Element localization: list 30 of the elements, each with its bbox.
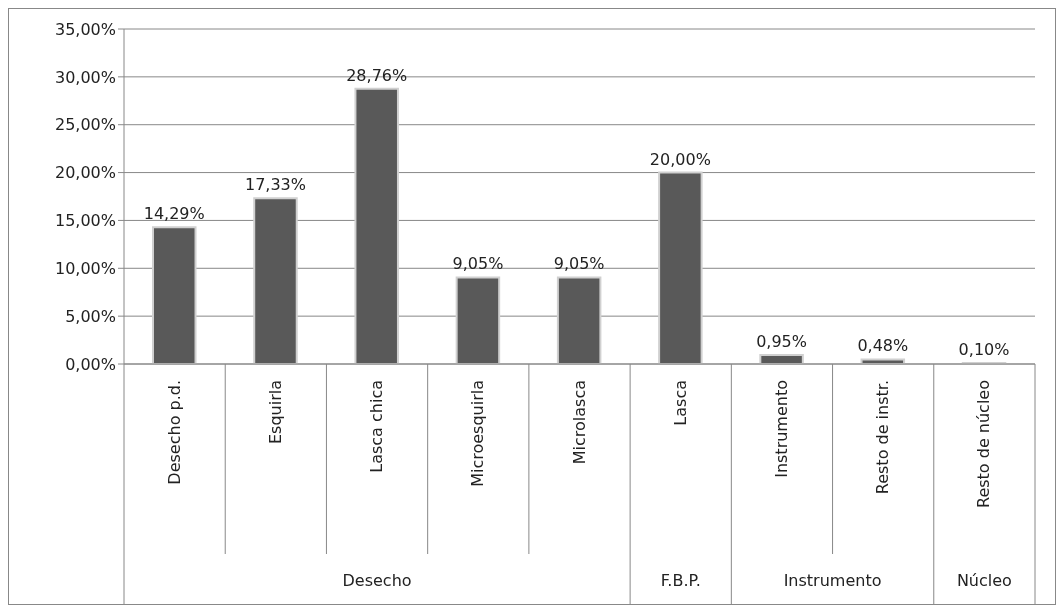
- x-tick-label: Microesquirla: [468, 380, 488, 487]
- data-label: 0,48%: [857, 336, 909, 356]
- x-tick-label: Lasca chica: [367, 380, 387, 473]
- data-label: 20,00%: [649, 149, 711, 169]
- text: F.B.P.: [660, 571, 701, 590]
- x-tick-label: Resto de instr.: [873, 380, 893, 495]
- text: Instrumento: [783, 571, 882, 590]
- data-label: 28,76%: [346, 65, 408, 85]
- y-tick-label: 25,00%: [54, 115, 116, 135]
- data-label: 0,10%: [958, 340, 1010, 360]
- y-tick-label: 20,00%: [54, 163, 116, 183]
- data-label: 17,33%: [244, 175, 306, 195]
- data-label: 14,29%: [143, 204, 205, 224]
- y-tick-label: 35,00%: [54, 19, 116, 39]
- x-tick-label: Microlasca: [569, 380, 589, 465]
- y-tick-label: 10,00%: [54, 258, 116, 278]
- y-tick-label: 15,00%: [54, 211, 116, 231]
- text: Núcleo: [956, 571, 1012, 590]
- x-tick-label: Desecho p.d.: [164, 380, 184, 485]
- data-label: 9,05%: [553, 254, 605, 274]
- x-tick-label: Esquirla: [265, 380, 285, 445]
- y-tick-label: 0,00%: [65, 354, 116, 374]
- x-tick-label: Lasca: [670, 380, 690, 426]
- x-tick-label: Resto de núcleo: [974, 380, 994, 508]
- text: Desecho: [342, 571, 412, 590]
- x-tick-label: Instrumento: [771, 380, 791, 478]
- y-tick-label: 30,00%: [54, 67, 116, 87]
- data-label: 9,05%: [452, 254, 504, 274]
- data-label: 0,95%: [756, 331, 807, 351]
- y-tick-label: 5,00%: [65, 306, 116, 326]
